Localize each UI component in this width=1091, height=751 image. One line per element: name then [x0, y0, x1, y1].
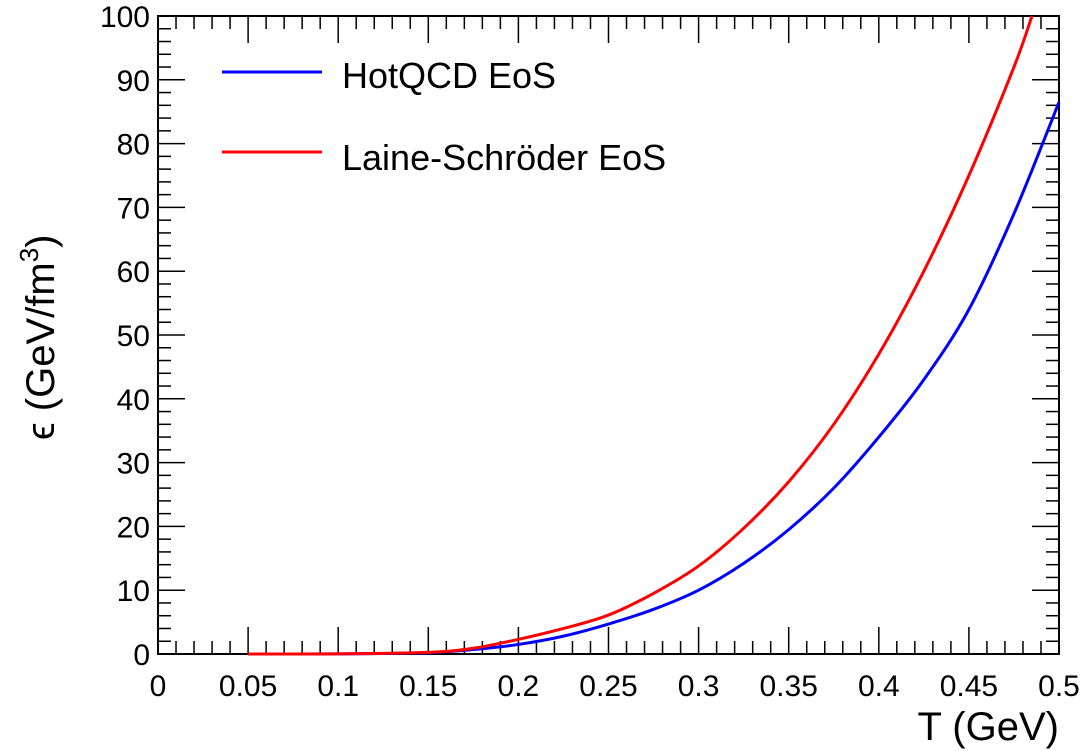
- y-tick-labels: 0 10 20 30 40 50 60 70 80 90 100: [100, 1, 150, 672]
- x-tick-label: 0.2: [498, 670, 540, 703]
- y-tick-label: 90: [117, 65, 150, 98]
- y-axis-title-close: ): [19, 235, 63, 248]
- y-tick-label: 0: [133, 639, 150, 672]
- axis-ticks: [157, 15, 1060, 655]
- y-tick-label: 10: [117, 575, 150, 608]
- series-line-hotqcd: [248, 101, 1061, 656]
- x-tick-label: 0.15: [399, 670, 457, 703]
- y-tick-label: 70: [117, 192, 150, 225]
- x-tick-label: 0.45: [940, 670, 998, 703]
- y-tick-label: 20: [117, 511, 150, 544]
- y-axis-title-main: ϵ (GeV/fm: [19, 262, 63, 440]
- y-axis-title: ϵ (GeV/fm3): [14, 235, 63, 441]
- y-tick-label: 60: [117, 256, 150, 289]
- legend-label-hotqcd: HotQCD EoS: [342, 55, 556, 96]
- y-tick-label: 100: [100, 1, 150, 34]
- x-tick-label: 0.05: [219, 670, 277, 703]
- y-tick-label: 80: [117, 129, 150, 162]
- series-layer: [248, 15, 1061, 656]
- x-tick-label: 0.25: [579, 670, 637, 703]
- x-tick-label: 0.3: [678, 670, 720, 703]
- series-line-laine-schroder: [248, 15, 1034, 656]
- legend-label-laine-schroder: Laine-Schröder EoS: [342, 137, 666, 178]
- legend: HotQCD EoS Laine-Schröder EoS: [222, 55, 666, 178]
- y-tick-label: 40: [117, 384, 150, 417]
- y-tick-label: 50: [117, 320, 150, 353]
- x-tick-labels: 0 0.05 0.1 0.15 0.2 0.25 0.3 0.35 0.4 0.45 0.5: [150, 670, 1080, 703]
- x-tick-label: 0: [150, 670, 167, 703]
- x-tick-label: 0.5: [1038, 670, 1080, 703]
- y-axis-title-superscript: 3: [14, 248, 44, 262]
- x-tick-label: 0.4: [858, 670, 900, 703]
- x-tick-label: 0.35: [760, 670, 818, 703]
- y-tick-label: 30: [117, 448, 150, 481]
- plot-frame: [157, 15, 1060, 655]
- x-axis-title: T (GeV): [917, 705, 1059, 749]
- x-tick-label: 0.1: [317, 670, 359, 703]
